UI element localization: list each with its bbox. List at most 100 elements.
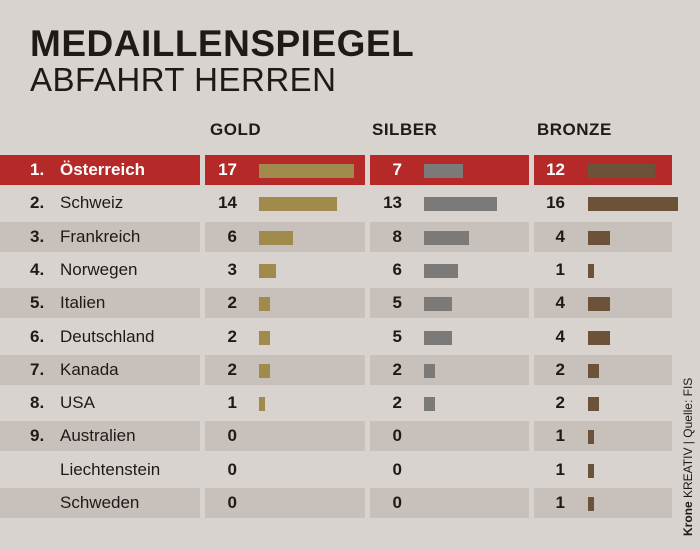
- row-rank: 8.: [30, 393, 45, 413]
- bronze-bar: [588, 230, 611, 245]
- row-country: Kanada: [60, 359, 119, 379]
- column-header-silver: SILBER: [372, 120, 438, 139]
- silver-bar: [424, 397, 436, 412]
- silver-count: 13: [383, 193, 402, 213]
- bronze-count: 1: [555, 426, 565, 446]
- column-gap: [200, 354, 205, 385]
- gold-bar: [259, 297, 271, 312]
- silver-count: 0: [392, 459, 402, 479]
- column-gap: [365, 255, 370, 285]
- chart-title: MEDAILLENSPIEGEL: [30, 23, 415, 64]
- row-background: [0, 288, 672, 319]
- bronze-bar: [588, 463, 594, 478]
- column-gap: [529, 421, 534, 452]
- row-rank: 5.: [30, 293, 45, 313]
- column-gap: [529, 488, 534, 518]
- column-gap: [529, 288, 534, 319]
- row-background: [0, 488, 672, 518]
- column-gap: [365, 322, 370, 352]
- row-background: [0, 421, 672, 452]
- gold-bar: [259, 230, 293, 245]
- bronze-bar: [588, 164, 656, 178]
- table-row: 3. Frankreich 6 8 4: [0, 221, 700, 252]
- silver-bar: [424, 297, 452, 312]
- gold-bar: [259, 363, 271, 378]
- gold-count: 14: [218, 193, 237, 213]
- column-gap: [365, 488, 370, 518]
- row-background: [0, 354, 672, 385]
- row-rank: 9.: [30, 426, 45, 446]
- table-row: 7. Kanada 2 2 2: [0, 354, 700, 385]
- gold-count: 17: [218, 160, 237, 179]
- gold-count: 6: [227, 226, 237, 246]
- column-gap: [200, 255, 205, 285]
- table-row: 5. Italien 2 5 4: [0, 288, 700, 319]
- column-gap: [529, 354, 534, 385]
- bronze-bar: [588, 497, 594, 511]
- credit-separator: |: [681, 437, 695, 448]
- credit-brand-suffix: KREATIV: [681, 447, 695, 502]
- silver-count: 8: [392, 226, 402, 246]
- gold-bar: [259, 164, 355, 178]
- bronze-count: 4: [555, 326, 565, 346]
- bronze-bar: [588, 330, 611, 345]
- bronze-count: 4: [555, 226, 565, 246]
- silver-bar: [424, 263, 458, 278]
- silver-bar: [424, 330, 452, 345]
- column-header-bronze: BRONZE: [537, 120, 612, 139]
- row-country: Frankreich: [60, 226, 141, 246]
- column-gap: [365, 288, 370, 319]
- chart-subtitle: ABFAHRT HERREN: [30, 61, 337, 98]
- column-gap: [200, 322, 205, 352]
- bronze-bar: [588, 197, 678, 212]
- row-country: USA: [60, 393, 95, 413]
- column-gap: [365, 388, 370, 418]
- gold-count: 0: [227, 493, 237, 512]
- table-row: 6. Deutschland 2 5 4: [0, 322, 700, 352]
- silver-count: 2: [392, 359, 402, 379]
- bronze-count: 1: [555, 259, 565, 279]
- gold-count: 3: [227, 259, 237, 279]
- table-row: 4. Norwegen 3 6 1: [0, 255, 700, 285]
- silver-bar: [424, 164, 464, 178]
- gold-bar: [259, 197, 338, 212]
- column-gap: [200, 288, 205, 319]
- credit-brand: Krone: [681, 501, 695, 536]
- column-gap: [200, 155, 205, 185]
- column-gap: [365, 221, 370, 252]
- column-gap: [529, 255, 534, 285]
- row-country: Italien: [60, 293, 106, 313]
- column-gap: [365, 421, 370, 452]
- bronze-count: 4: [555, 293, 565, 313]
- silver-bar: [424, 197, 497, 212]
- row-rank: 1.: [30, 160, 45, 179]
- row-country: Norwegen: [60, 259, 138, 279]
- column-gap: [529, 155, 534, 185]
- table-row: Schweden 0 0 1: [0, 488, 700, 518]
- table-row: 8. USA 1 2 2: [0, 388, 700, 418]
- column-gap: [365, 354, 370, 385]
- column-gap: [529, 388, 534, 418]
- bronze-count: 1: [555, 493, 565, 512]
- silver-bar: [424, 230, 469, 245]
- column-gap: [529, 322, 534, 352]
- row-country: Liechtenstein: [60, 459, 161, 479]
- row-country: Österreich: [60, 160, 146, 179]
- silver-count: 5: [392, 293, 402, 313]
- table-row: 1. Österreich 17 7 12: [0, 155, 700, 185]
- silver-count: 0: [392, 493, 402, 512]
- table-row: Liechtenstein 0 0 1: [0, 455, 700, 485]
- silver-count: 0: [392, 426, 402, 446]
- column-gap: [200, 455, 205, 485]
- column-gap: [200, 421, 205, 452]
- credit-source: Quelle: FIS: [681, 377, 695, 438]
- column-gap: [365, 155, 370, 185]
- gold-count: 2: [227, 293, 237, 313]
- silver-count: 2: [392, 393, 402, 413]
- silver-bar: [424, 363, 436, 378]
- row-rank: 2.: [30, 193, 45, 213]
- silver-count: 7: [392, 160, 402, 179]
- column-gap: [200, 188, 205, 218]
- bronze-bar: [588, 263, 594, 278]
- row-country: Schweiz: [60, 193, 124, 213]
